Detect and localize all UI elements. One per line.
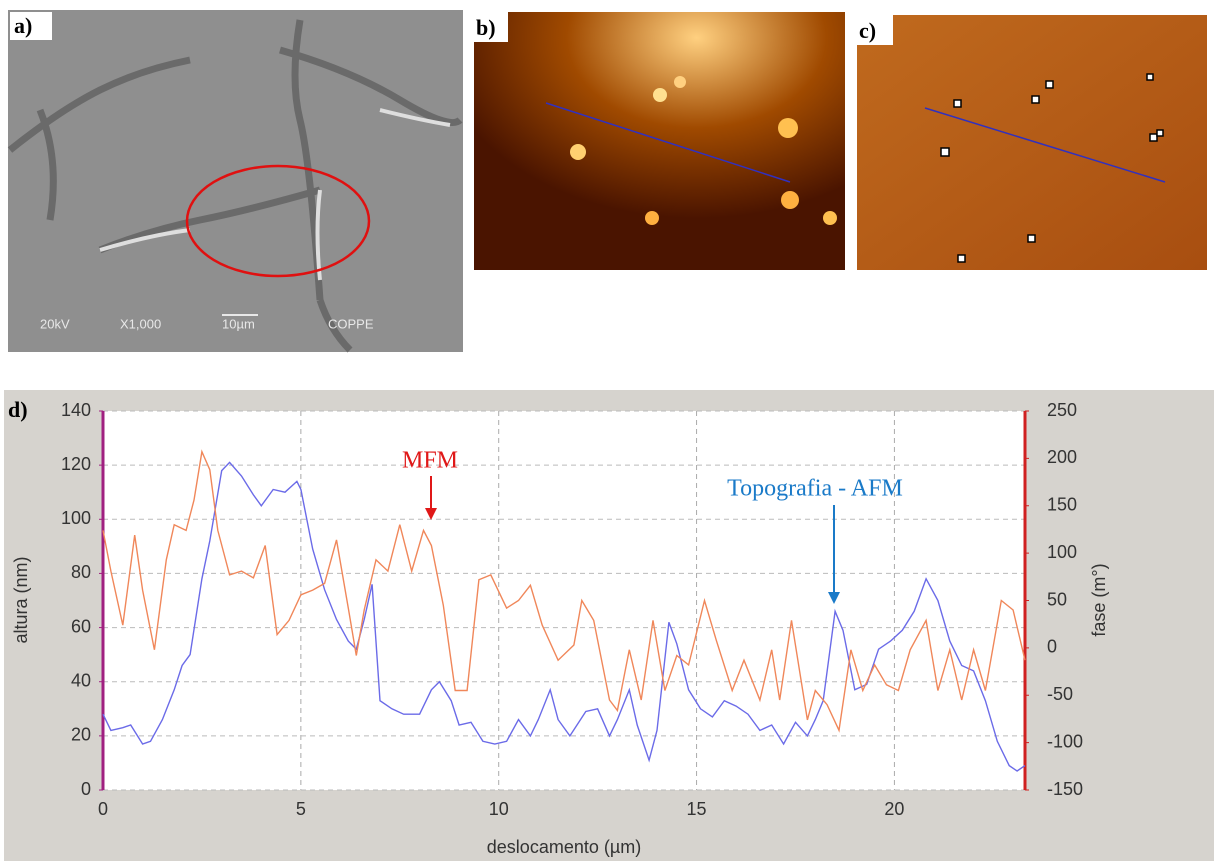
grain-boundary <box>7 19 463 353</box>
plot-area <box>103 411 1025 790</box>
y2-tick-label: 0 <box>1047 637 1057 657</box>
panel-label: d) <box>8 397 28 422</box>
panel-b: b) <box>474 12 845 270</box>
label-bg <box>474 12 508 42</box>
sem-caption: COPPE <box>328 316 374 331</box>
annotation: Topografia - AFM <box>727 476 903 502</box>
sem-caption: X1,000 <box>120 316 161 331</box>
afm-image <box>474 12 845 270</box>
panel-label: a) <box>14 13 32 38</box>
annotation-arrowhead <box>828 592 840 604</box>
y2-tick-label: -100 <box>1047 731 1083 751</box>
y2-tick-label: 250 <box>1047 400 1077 420</box>
y2-axis-label: fase (m°) <box>1089 563 1109 636</box>
x-tick-label: 20 <box>884 799 904 819</box>
panel-a: a) 20kV X1,000 10µm COPPE <box>7 10 463 353</box>
chart: d) deslocamento (µm) altura (nm) fase (m… <box>4 390 1214 861</box>
y2-tick-label: 150 <box>1047 495 1077 515</box>
label-bg <box>10 12 52 40</box>
x-tick-label: 15 <box>687 799 707 819</box>
panel-label: b) <box>476 15 496 40</box>
y2-tick-label: 100 <box>1047 542 1077 562</box>
y2-tick-label: 200 <box>1047 447 1077 467</box>
y-tick-label: 20 <box>71 725 91 745</box>
profile-line <box>545 102 791 183</box>
data-line <box>102 449 1026 733</box>
highlight-ellipse <box>185 164 371 278</box>
data-line <box>102 461 1026 772</box>
panel-c: c) <box>857 15 1207 270</box>
y-tick-label: 140 <box>61 400 91 420</box>
annotation: MFM <box>402 448 458 474</box>
y-tick-label: 120 <box>61 454 91 474</box>
x-axis-label: deslocamento (µm) <box>487 837 641 857</box>
y2-tick-label: 50 <box>1047 589 1067 609</box>
y-tick-label: 0 <box>81 779 91 799</box>
sem-image <box>8 10 463 352</box>
y-axis-label: altura (nm) <box>11 556 31 643</box>
label-bg <box>857 15 893 45</box>
x-tick-label: 10 <box>489 799 509 819</box>
annotation-arrowhead <box>425 508 437 520</box>
sem-caption: 10µm <box>222 316 255 331</box>
mfm-image <box>857 15 1207 270</box>
sem-caption: 20kV <box>40 316 70 331</box>
x-tick-label: 5 <box>296 799 306 819</box>
profile-line <box>924 107 1166 183</box>
x-tick-label: 0 <box>98 799 108 819</box>
y2-tick-label: -50 <box>1047 684 1073 704</box>
y-tick-label: 100 <box>61 508 91 528</box>
y-tick-label: 60 <box>71 616 91 636</box>
y-tick-label: 80 <box>71 562 91 582</box>
y-tick-label: 40 <box>71 670 91 690</box>
y2-tick-label: -150 <box>1047 779 1083 799</box>
panel-label: c) <box>859 18 876 43</box>
